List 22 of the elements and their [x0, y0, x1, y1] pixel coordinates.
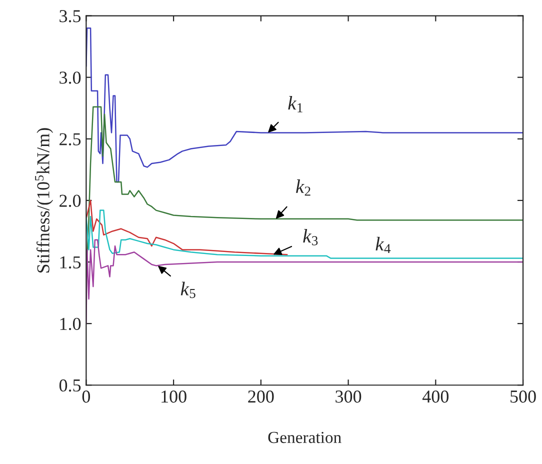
y-tick-label: 1.5	[60, 256, 81, 269]
annotation: k$_{3}$	[303, 229, 318, 246]
y-tick-label: 0.5	[59, 379, 81, 392]
y-axis-title: Stiffness/(10$^{5}$kN/m)	[35, 128, 54, 272]
y-tick-label: 3.0	[60, 72, 81, 84]
x-tick-label: 500	[510, 390, 536, 403]
y-tick-label: 2.5	[60, 133, 81, 146]
annotation: k$_{5}$	[180, 282, 196, 298]
x-tick-label: 0	[82, 390, 90, 403]
x-tick-label: 100	[162, 390, 186, 403]
y-tick-label: 3.5	[60, 10, 81, 22]
annotation: k$_{2}$	[296, 179, 310, 196]
x-tick-label: 400	[422, 390, 449, 403]
line-series	[86, 210, 524, 259]
y-tick-label: 2.0	[60, 194, 81, 207]
y-tick-label: 1.0	[60, 318, 81, 330]
x-tick-label: 200	[248, 390, 274, 403]
x-tick-label: 300	[336, 390, 362, 403]
x-axis-title: Generation	[268, 432, 342, 444]
annotation: k$_{1}$	[288, 96, 302, 112]
annotation: k$_{4}$	[376, 236, 391, 254]
line-series	[86, 200, 288, 256]
